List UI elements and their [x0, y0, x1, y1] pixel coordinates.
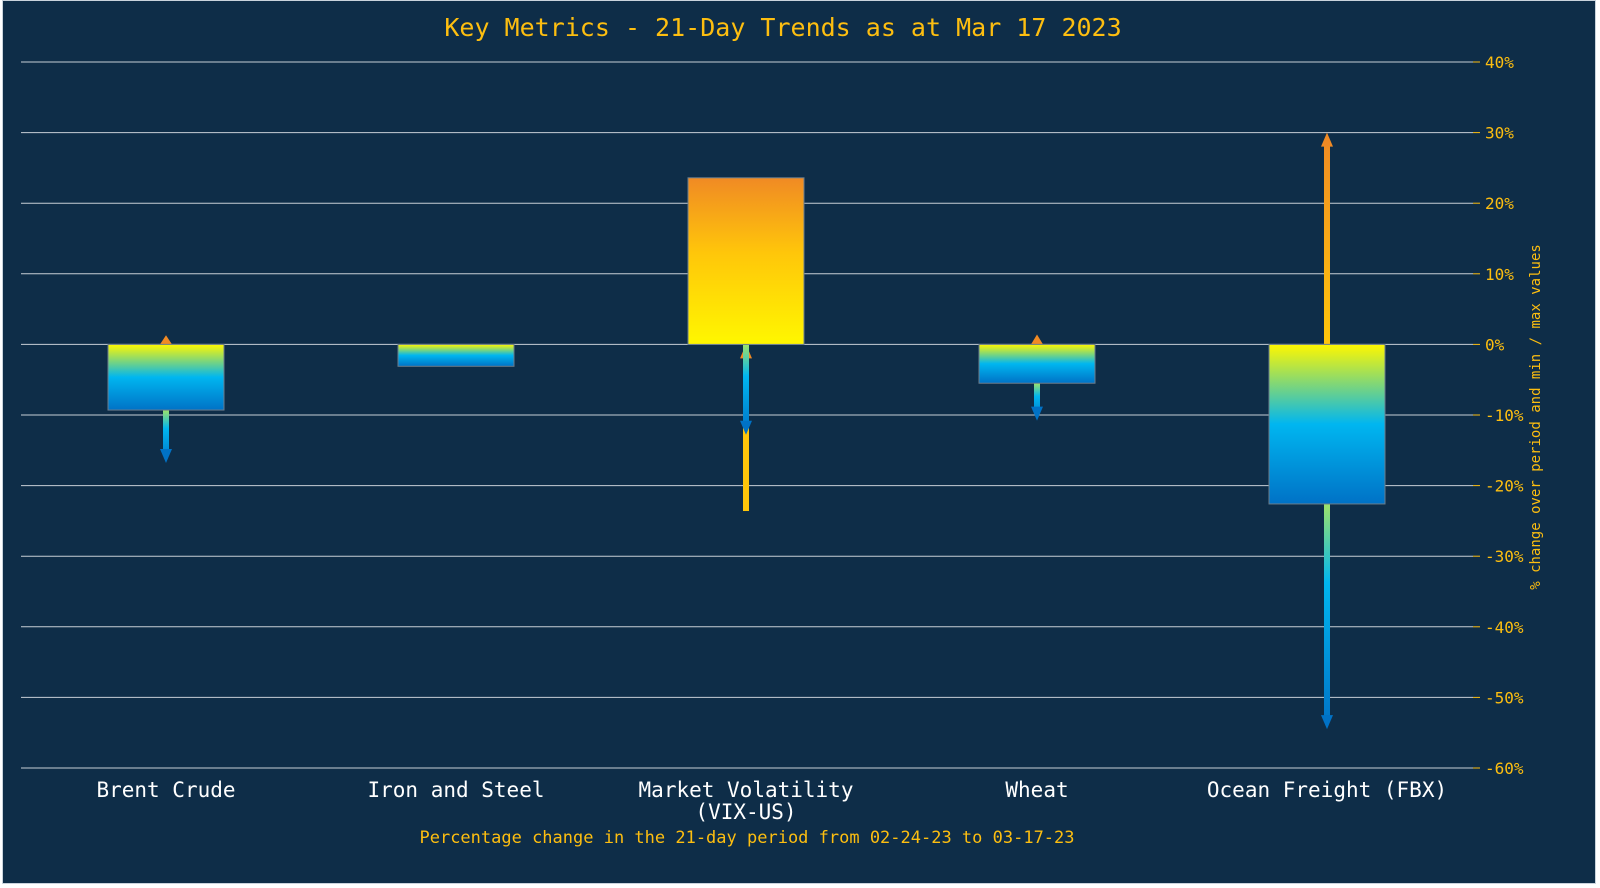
y-tick-label: 0%	[1485, 335, 1505, 354]
chart-title: Key Metrics - 21-Day Trends as at Mar 17…	[444, 13, 1121, 42]
min-value-arrow	[1321, 503, 1333, 730]
bar	[397, 343, 515, 367]
x-tick-label: Ocean Freight (FBX)	[1207, 778, 1447, 802]
min-value-arrow	[160, 410, 172, 464]
chart: 40% 30% 20% 10% 0% -10% -20% -30% -40% -50% -60% B…	[21, 13, 1544, 848]
bar	[1268, 343, 1386, 505]
bars	[107, 177, 1386, 505]
y-tick-label: 10%	[1485, 265, 1514, 284]
x-tick-label: Market Volatility	[639, 778, 854, 802]
x-axis-label: Percentage change in the 21-day period f…	[419, 828, 1074, 848]
y-axis: 40% 30% 20% 10% 0% -10% -20% -30% -40% -50% -60%	[1473, 53, 1524, 778]
y-axis-label: % change over period and min / max value…	[1528, 244, 1544, 590]
x-tick-label: Brent Crude	[96, 778, 235, 802]
y-tick-label: -60%	[1485, 759, 1524, 778]
range-arrows	[160, 132, 1333, 730]
y-tick-label: 40%	[1485, 53, 1514, 72]
bar	[107, 343, 225, 411]
y-tick-label: -50%	[1485, 688, 1524, 707]
y-tick-label: -20%	[1485, 477, 1524, 496]
bar	[687, 177, 805, 345]
max-value-arrow	[160, 335, 172, 345]
y-tick-label: -40%	[1485, 618, 1524, 637]
y-tick-label: 20%	[1485, 194, 1514, 213]
min-value-arrow	[1031, 383, 1043, 421]
max-value-arrow	[1031, 334, 1043, 345]
x-tick-label: Wheat	[1005, 778, 1068, 802]
bar	[978, 343, 1096, 384]
min-value-arrow	[740, 344, 752, 435]
x-tick-label: (VIX-US)	[695, 800, 796, 824]
x-tick-label: Iron and Steel	[367, 778, 544, 802]
y-tick-label: -30%	[1485, 547, 1524, 566]
y-tick-label: -10%	[1485, 406, 1524, 425]
x-axis-categories: Brent Crude Iron and Steel Market Volatili…	[96, 778, 1447, 824]
max-value-arrow	[1321, 132, 1333, 345]
y-tick-label: 30%	[1485, 124, 1514, 143]
